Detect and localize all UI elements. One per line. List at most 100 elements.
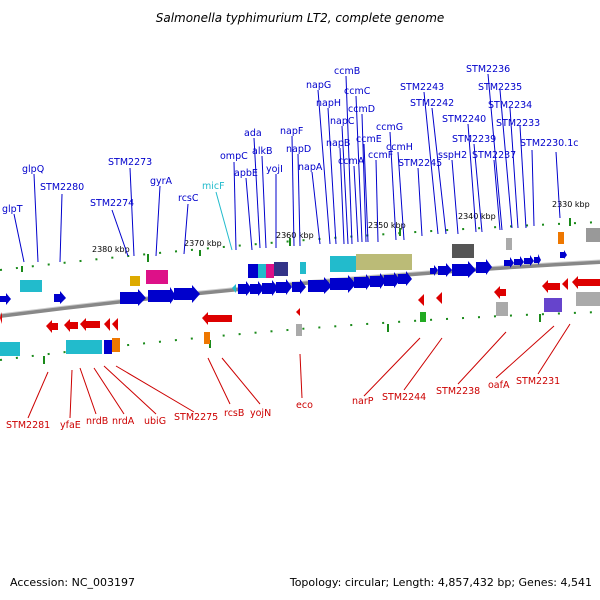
gene-arrow <box>572 276 600 289</box>
gene-label: STM2237 <box>472 150 516 161</box>
gene-label: rcsB <box>224 408 244 419</box>
scale-tick-label: 2360 kbp <box>276 231 314 240</box>
gene-label: napC <box>330 116 355 127</box>
gene-label: STM2239 <box>452 134 496 145</box>
reverse-gene-arrows <box>0 276 600 333</box>
gene-arrow <box>384 272 400 288</box>
gene-arrow <box>542 280 560 293</box>
gene-arrow <box>250 281 264 296</box>
gene-arrow <box>398 271 412 286</box>
gene-arrow <box>296 308 300 316</box>
gene-arrow <box>0 312 2 324</box>
gene-arrow <box>494 286 506 299</box>
reverse-gene-labels: STM2281 yfaE nrdB nrdA ubiG STM2275 rcsB… <box>6 376 560 431</box>
gene-arrow <box>430 265 438 276</box>
gene-arrow <box>308 277 332 294</box>
gene-label: STM2234 <box>488 100 532 111</box>
gene-label: yfaE <box>60 420 81 431</box>
topology-summary-text: Topology: circular; Length: 4,857,432 bp… <box>289 576 592 589</box>
gene-arrow <box>0 293 11 305</box>
gene-label: ccmG <box>376 122 403 133</box>
gene-arrow <box>104 318 110 331</box>
gene-arrow <box>120 289 146 306</box>
gene-label: micF <box>202 181 225 192</box>
gene-label: STM2245 <box>398 158 442 169</box>
gene-label: rcsC <box>178 193 199 204</box>
scale-tick-label: 2330 kbp <box>552 200 590 209</box>
gene-label: STM2280 <box>40 182 84 193</box>
gene-arrow <box>504 257 514 268</box>
gene-label: glpT <box>2 204 23 215</box>
gene-label: ccmA <box>338 156 365 167</box>
gene-label: STM2238 <box>436 386 480 397</box>
gene-label: STM2233 <box>496 118 540 129</box>
gene-arrow <box>370 273 386 289</box>
gene-label: STM2236 <box>466 64 510 75</box>
gene-arrow <box>354 274 372 290</box>
gene-label: napG <box>306 80 331 91</box>
forward-gene-labels: glpT glpQ STM2280 STM2274 STM2273 gyrA r… <box>2 64 579 215</box>
gene-label: STM2275 <box>174 412 218 423</box>
gene-label: ccmF <box>368 150 393 161</box>
gene-arrow <box>438 263 452 277</box>
scale-tick-label: 2370 kbp <box>184 239 222 248</box>
gene-label: narP <box>352 396 374 407</box>
rna-arrow <box>232 284 236 293</box>
gene-label: STM2243 <box>400 82 444 93</box>
forward-leader-lines <box>13 73 561 263</box>
gene-label: napF <box>280 126 303 137</box>
gene-arrow <box>534 254 541 265</box>
gene-arrow <box>560 250 567 259</box>
gene-label: STM2235 <box>478 82 522 93</box>
gene-label: ccmB <box>334 66 360 77</box>
gene-label: ccmC <box>344 86 371 97</box>
gene-arrow <box>562 278 568 290</box>
gene-label: ccmH <box>386 142 413 153</box>
gene-label: ada <box>244 128 262 139</box>
gene-label: oafA <box>488 380 510 391</box>
gene-arrow <box>330 275 356 293</box>
gene-label: napH <box>316 98 341 109</box>
gene-label: STM2244 <box>382 392 426 403</box>
reverse-feature-blocks <box>0 292 600 356</box>
gene-arrow <box>54 291 66 304</box>
scale-labels: 2380 kbp 2370 kbp 2360 kbp 2350 kbp 2340… <box>92 200 590 254</box>
gene-arrow <box>524 255 534 266</box>
gene-label: napA <box>298 162 323 173</box>
gene-arrow <box>514 256 524 267</box>
gene-arrow <box>476 259 492 275</box>
gene-arrow <box>112 318 118 331</box>
gene-label: ccmE <box>356 134 382 145</box>
reverse-leader-lines <box>27 323 571 419</box>
micf-leader-line <box>215 191 233 251</box>
gene-label: ubiG <box>144 416 166 427</box>
gene-label: ccmD <box>348 104 375 115</box>
gene-label: STM2281 <box>6 420 50 431</box>
gene-label: STM2274 <box>90 198 134 209</box>
gene-label: eco <box>296 400 313 411</box>
gene-label: nrdB <box>86 416 108 427</box>
gene-label: yojI <box>266 164 283 175</box>
forward-gene-arrows <box>0 250 567 306</box>
accession-text: Accession: NC_003197 <box>10 576 135 589</box>
scale-tick-label: 2380 kbp <box>92 245 130 254</box>
gene-arrow <box>80 318 100 331</box>
gene-label: alkB <box>252 146 272 157</box>
gene-arrow <box>262 280 278 296</box>
gene-arrow <box>238 281 252 296</box>
gene-arrow <box>64 319 78 332</box>
gene-arrow <box>174 285 200 303</box>
forward-feature-blocks <box>20 228 600 292</box>
gene-arrow <box>418 294 424 306</box>
gene-arrow <box>292 279 306 294</box>
gene-label: apbE <box>234 168 258 179</box>
gene-arrow <box>452 261 476 278</box>
gene-label: STM2230.1c <box>520 138 579 149</box>
gene-label: napD <box>286 144 311 155</box>
gene-label: yojN <box>250 408 271 419</box>
gene-label: ompC <box>220 151 248 162</box>
gene-arrow <box>148 287 176 304</box>
gene-label: STM2273 <box>108 157 152 168</box>
gene-arrow <box>202 312 232 325</box>
